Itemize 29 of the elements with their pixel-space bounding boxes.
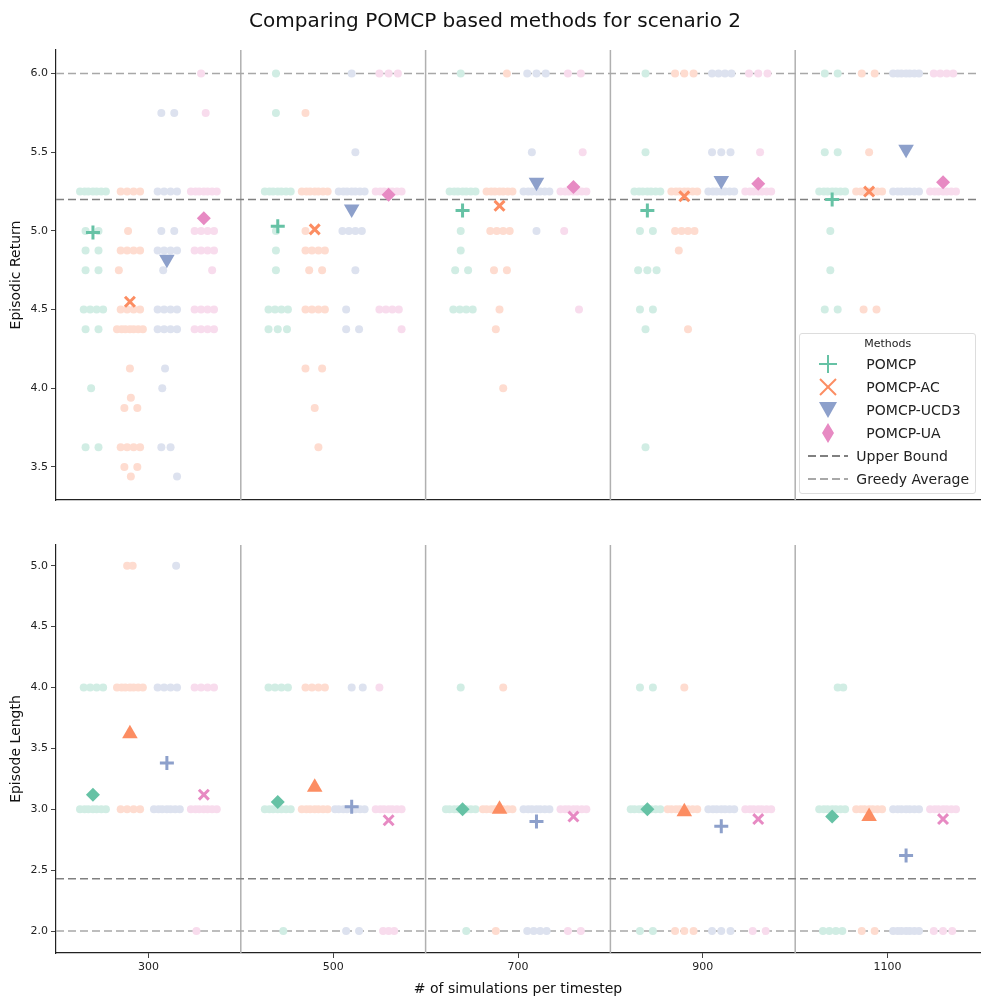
- legend-title: Methods: [863, 337, 913, 350]
- y-tick-label: 3.5: [30, 741, 48, 755]
- x-tick-label: 1100: [873, 960, 902, 974]
- legend-label: Greedy Average: [856, 470, 969, 487]
- y-tick-label: 4.0: [30, 381, 48, 395]
- y-tick-label: 5.0: [30, 223, 48, 237]
- y-tick-label: 3.0: [30, 802, 48, 816]
- y-tick-label: 4.5: [30, 619, 48, 633]
- y-tick-label: 3.5: [30, 459, 48, 473]
- legend-label: POMCP: [866, 355, 917, 372]
- y-tick-label: 5.0: [30, 558, 48, 572]
- chart-title: Comparing POMCP based methods for scenario 2: [248, 7, 742, 34]
- y-tick-label: 6.0: [30, 66, 48, 80]
- x-tick-label: 300: [137, 960, 159, 974]
- y-tick-label: 4.5: [30, 302, 48, 316]
- y-tick-label: 5.5: [30, 145, 48, 159]
- legend-label: POMCP-AC: [866, 378, 940, 395]
- y-tick-label: 2.5: [30, 863, 48, 877]
- y-tick-label: 2.0: [30, 923, 48, 937]
- x-tick-label: 900: [692, 960, 714, 974]
- x-tick-label: 500: [322, 960, 344, 974]
- legend-label: POMCP-UCD3: [866, 401, 961, 418]
- x-tick-label: 700: [507, 960, 529, 974]
- x-axis-title: # of simulations per timestep: [413, 980, 623, 997]
- legend-label: POMCP-UA: [866, 424, 941, 441]
- y-tick-label: 4.0: [30, 680, 48, 694]
- legend-label: Upper Bound: [856, 447, 949, 464]
- y-axis-title: Episodic Return: [7, 220, 24, 330]
- y-axis-title: Episode Length: [7, 695, 24, 803]
